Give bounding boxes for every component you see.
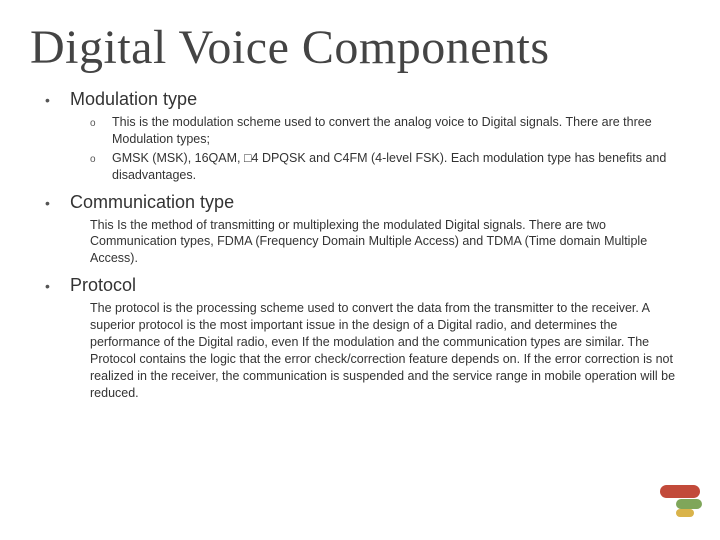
sub-bullet-marker: o bbox=[90, 154, 112, 165]
sub-bullet-marker: o bbox=[90, 118, 112, 129]
sub-text: This is the modulation scheme used to co… bbox=[112, 114, 690, 148]
bullet-marker: • bbox=[45, 92, 70, 108]
section-body: The protocol is the processing scheme us… bbox=[90, 300, 690, 401]
section-communication: • Communication type This Is the method … bbox=[30, 192, 690, 268]
section-label: Communication type bbox=[70, 192, 234, 213]
section-body: This Is the method of transmitting or mu… bbox=[90, 217, 690, 268]
slide-title: Digital Voice Components bbox=[30, 20, 690, 75]
section-label: Modulation type bbox=[70, 89, 197, 110]
section-modulation: • Modulation type o This is the modulati… bbox=[30, 89, 690, 184]
bullet-row: • Modulation type bbox=[45, 89, 690, 110]
sub-item: o GMSK (MSK), 16QAM, □4 DPQSK and C4FM (… bbox=[90, 150, 690, 184]
bullet-row: • Protocol bbox=[45, 275, 690, 296]
sub-item: o This is the modulation scheme used to … bbox=[90, 114, 690, 148]
bullet-marker: • bbox=[45, 278, 70, 294]
sub-text: GMSK (MSK), 16QAM, □4 DPQSK and C4FM (4-… bbox=[112, 150, 690, 184]
sub-list: o This is the modulation scheme used to … bbox=[90, 114, 690, 184]
slide-accent-icon bbox=[654, 482, 702, 522]
bullet-marker: • bbox=[45, 195, 70, 211]
section-protocol: • Protocol The protocol is the processin… bbox=[30, 275, 690, 401]
bullet-row: • Communication type bbox=[45, 192, 690, 213]
section-label: Protocol bbox=[70, 275, 136, 296]
